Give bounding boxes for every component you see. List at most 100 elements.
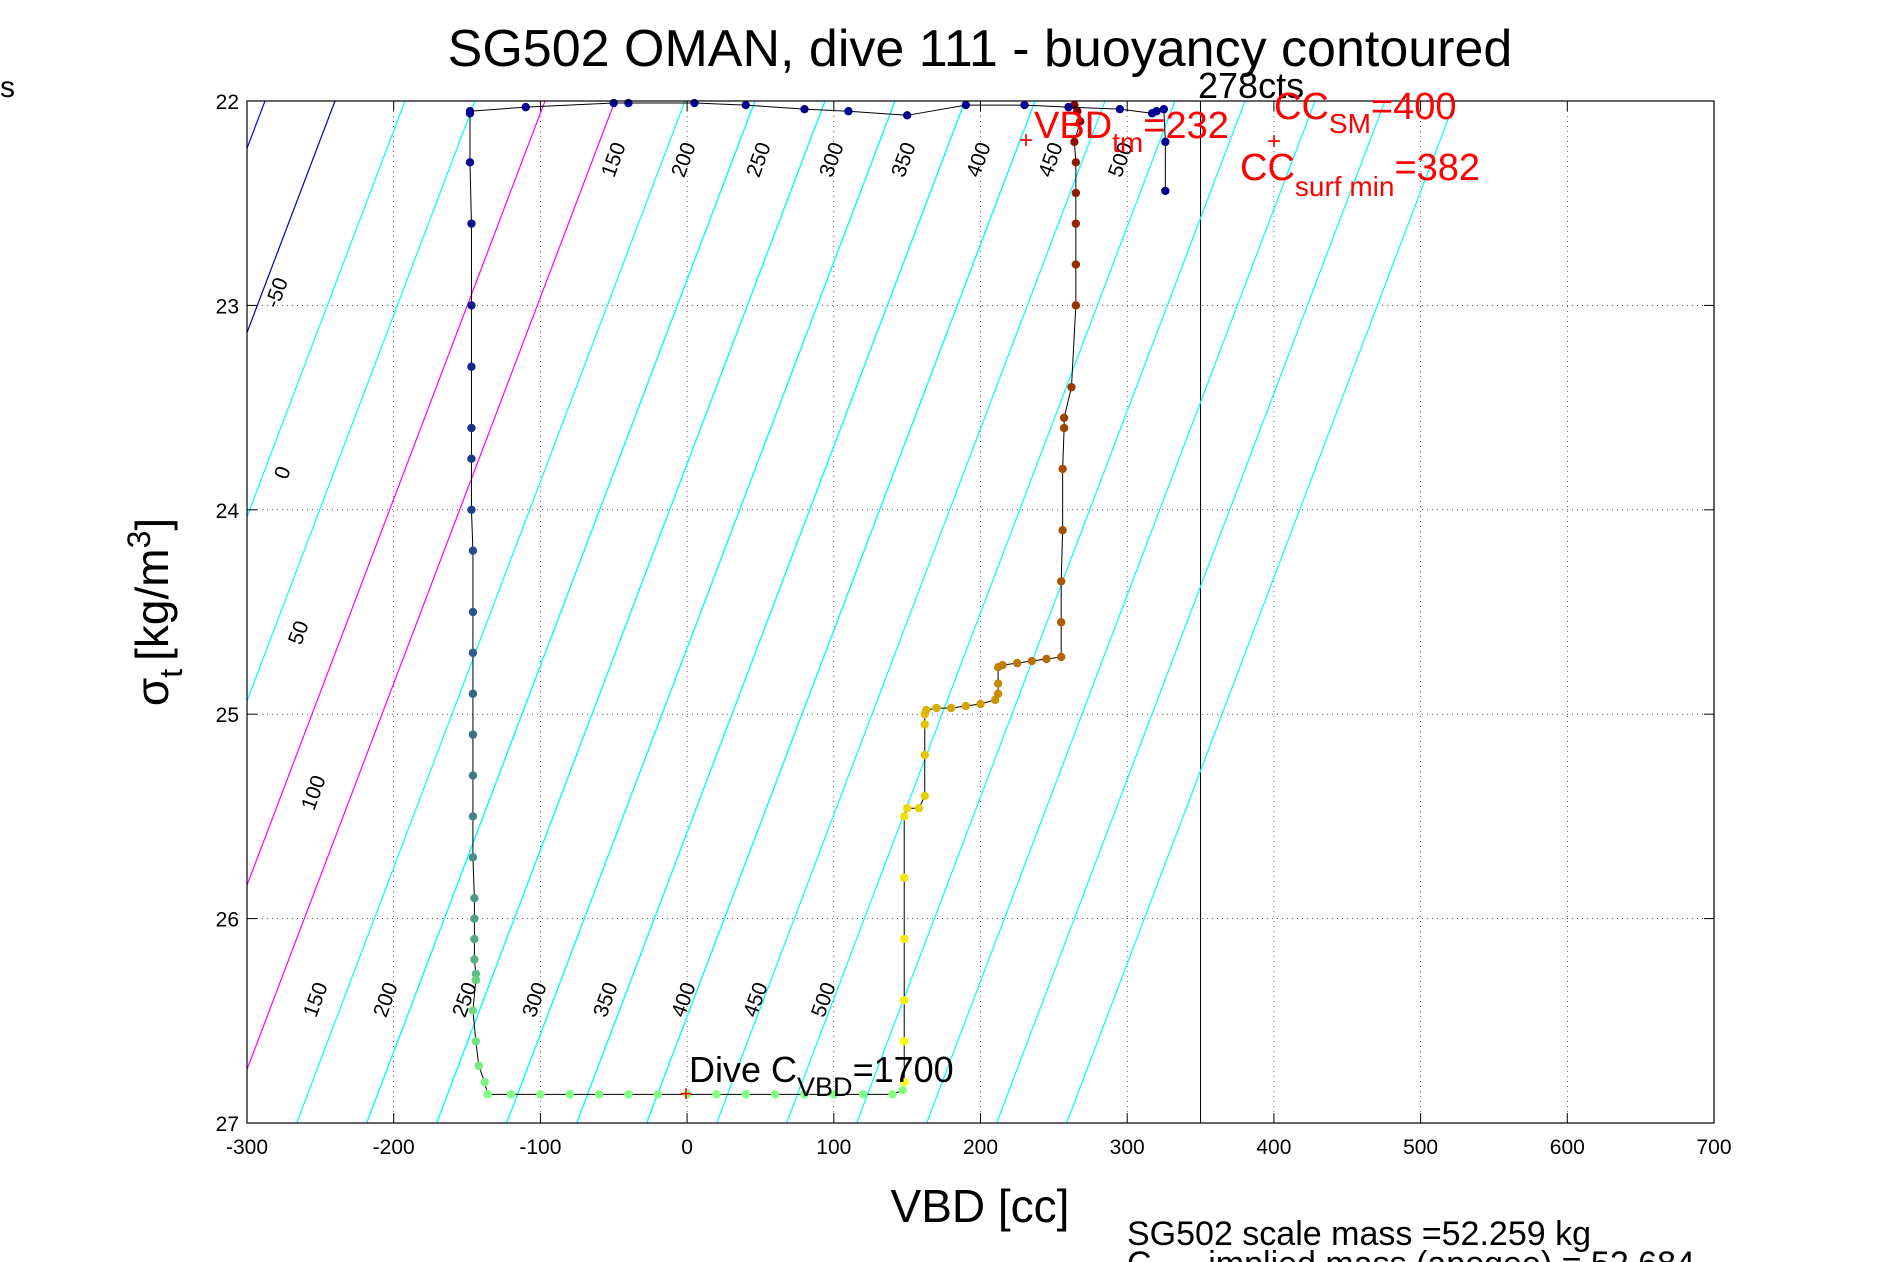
contour-label-top: 300 — [815, 139, 849, 180]
buoyancy-contours — [247, 101, 1456, 1123]
data-point — [467, 505, 476, 514]
data-point — [468, 1006, 478, 1015]
data-point — [1071, 188, 1081, 198]
data-point — [858, 1090, 868, 1099]
data-point — [920, 791, 929, 801]
data-point — [468, 546, 478, 555]
cc-sm-value: =400 — [1371, 86, 1457, 128]
data-point — [770, 1090, 780, 1099]
data-point — [1064, 102, 1073, 112]
dive-c-marker: + — [680, 1081, 693, 1106]
contour-line-repeat — [786, 101, 1176, 1123]
data-point — [480, 1077, 489, 1087]
data-point — [471, 1037, 481, 1046]
x-tick-label: -200 — [373, 1136, 415, 1159]
data-point — [920, 720, 929, 729]
contour-label-top: 250 — [742, 139, 776, 180]
data-point — [712, 1090, 721, 1099]
contour-line — [247, 101, 476, 703]
contour-label: 200 — [369, 979, 403, 1020]
data-point — [976, 699, 985, 709]
data-point — [468, 812, 478, 821]
chart-title: SG502 OMAN, dive 111 - buoyancy contoure… — [448, 20, 1513, 78]
data-point — [741, 100, 750, 110]
x-tick-label: 300 — [1110, 1136, 1145, 1159]
y-label-unit: [kg/m — [126, 548, 178, 660]
data-point — [902, 111, 912, 120]
data-point — [1071, 158, 1081, 167]
data-point — [690, 98, 699, 108]
contour-label-top: 350 — [887, 139, 921, 180]
data-point — [465, 158, 475, 167]
data-point — [467, 301, 476, 310]
y-tick-label: 25 — [216, 704, 239, 727]
data-series — [465, 98, 1170, 1099]
contour-line-repeat — [996, 101, 1386, 1123]
contour-label-top: 400 — [962, 139, 996, 180]
cc-surf-annotation: CCsurf min=382 — [1240, 147, 1480, 202]
contour-line — [247, 101, 406, 519]
contour-line — [576, 101, 966, 1123]
scale-mass-text: SG502 scale mass =52.259 kg — [1127, 1215, 1591, 1253]
data-point — [900, 996, 909, 1005]
data-point — [470, 893, 479, 903]
data-point — [800, 104, 809, 114]
y-tick-label: 24 — [216, 500, 240, 523]
contour-label: 400 — [667, 979, 701, 1020]
vbd-tm-sub: tm — [1112, 127, 1143, 158]
data-point — [1056, 618, 1066, 627]
axis-ticks: -300 -200 -100 0 100 200 300 400 500 600 700222324… — [216, 91, 1732, 1159]
y-axis-label: σt [kg/m3] — [121, 518, 189, 706]
y-tick-label: 22 — [216, 91, 239, 114]
data-point — [900, 1037, 909, 1046]
data-point — [468, 607, 478, 617]
cts-annotation: 278cts — [1198, 65, 1304, 106]
series-line — [903, 104, 1081, 1083]
x-tick-label: 500 — [1403, 1136, 1438, 1159]
data-point — [1070, 137, 1079, 147]
contour-label: 100 — [297, 772, 331, 813]
data-point — [468, 689, 478, 698]
contour-label-top: 200 — [667, 139, 701, 180]
data-point — [829, 1090, 838, 1099]
contour-line — [247, 101, 546, 887]
data-point — [471, 975, 481, 985]
data-point — [467, 454, 476, 463]
contour-label: 500 — [807, 979, 841, 1020]
contour-line-repeat — [1066, 101, 1456, 1123]
data-point — [1071, 301, 1081, 310]
data-point — [653, 1090, 662, 1099]
contour-label: 450 — [739, 979, 773, 1020]
data-point — [1020, 100, 1029, 110]
y-label-symbol: σ — [126, 678, 178, 706]
contour-line — [646, 101, 1036, 1123]
contour-line — [366, 101, 756, 1123]
data-point — [1161, 137, 1170, 147]
data-point — [1058, 526, 1067, 535]
x-tick-label: 700 — [1696, 1136, 1731, 1159]
data-point — [900, 1077, 909, 1087]
data-point — [1071, 219, 1081, 228]
data-point — [932, 703, 941, 713]
contour-labels: -50 0 50 100 150 200 250 300 350 400 450 500 150 200 2… — [261, 139, 1138, 1020]
data-point — [467, 423, 476, 433]
contour-label: -50 — [261, 275, 293, 311]
data-point — [741, 1090, 750, 1099]
cc-surf-label: CC — [1240, 147, 1295, 189]
data-point — [1042, 654, 1051, 664]
data-point — [1012, 658, 1022, 668]
data-point — [961, 701, 971, 711]
data-point — [920, 750, 929, 760]
data-point — [468, 648, 478, 658]
contour-line — [506, 101, 896, 1123]
data-point — [1152, 107, 1161, 116]
data-point — [844, 107, 853, 116]
data-point — [483, 1090, 492, 1099]
vbd-tm-marker: + — [1019, 127, 1033, 154]
data-point — [900, 934, 909, 944]
data-point — [1058, 464, 1067, 474]
data-point — [961, 100, 971, 110]
data-point — [1067, 382, 1076, 392]
contour-line — [436, 101, 826, 1123]
